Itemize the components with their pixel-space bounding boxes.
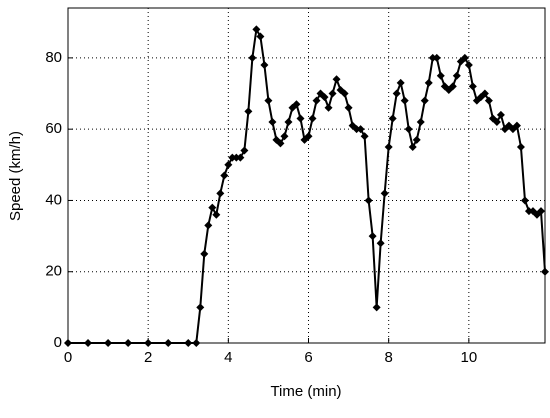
x-tick-label: 2 <box>144 349 152 366</box>
data-point <box>296 114 305 123</box>
y-tick-label: 60 <box>45 120 62 137</box>
data-point <box>352 125 361 134</box>
data-point <box>484 96 493 105</box>
y-tick-label: 20 <box>45 263 62 280</box>
data-point <box>388 114 397 123</box>
data-point <box>248 53 257 62</box>
data-point <box>416 118 425 127</box>
data-point <box>220 171 229 180</box>
data-point <box>192 339 201 347</box>
data-point <box>372 303 381 312</box>
data-point <box>276 139 285 148</box>
data-point <box>368 232 377 241</box>
x-axis-label: Time (min) <box>270 383 341 400</box>
data-point <box>376 239 385 248</box>
data-point <box>432 53 441 62</box>
data-point <box>340 89 349 98</box>
data-point <box>536 207 545 216</box>
data-point <box>324 103 333 112</box>
data-point <box>332 75 341 84</box>
data-point <box>520 196 529 205</box>
series-line <box>68 26 546 344</box>
data-point <box>280 132 289 141</box>
data-point <box>228 153 237 162</box>
data-point <box>408 142 417 151</box>
data-point <box>84 339 93 347</box>
data-point <box>204 221 213 230</box>
y-tick-label: 40 <box>45 191 62 208</box>
data-point <box>124 339 133 347</box>
data-point <box>384 142 393 151</box>
x-tick-label: 4 <box>224 349 232 366</box>
data-point <box>344 103 353 112</box>
data-point <box>312 96 321 105</box>
data-point <box>524 207 533 216</box>
data-point <box>144 339 153 347</box>
data-point <box>308 114 317 123</box>
data-point <box>64 339 72 347</box>
data-point <box>452 71 461 80</box>
data-point <box>464 61 473 70</box>
data-point <box>364 196 373 205</box>
data-point <box>268 118 277 127</box>
y-axis-label: Speed (km/h) <box>7 131 24 221</box>
x-tick-label: 10 <box>460 349 477 366</box>
data-point <box>492 118 501 127</box>
data-point <box>512 121 521 130</box>
data-point <box>356 125 365 134</box>
data-point <box>304 132 313 141</box>
data-point <box>264 96 273 105</box>
data-point <box>380 189 389 198</box>
data-point <box>420 96 429 105</box>
data-point <box>208 203 217 212</box>
data-point <box>244 107 253 116</box>
x-tick-label: 8 <box>385 349 393 366</box>
x-tick-label: 0 <box>64 349 72 366</box>
data-point <box>184 339 193 347</box>
data-point <box>541 267 549 276</box>
data-point <box>460 53 469 62</box>
data-point <box>396 78 405 87</box>
data-point <box>240 146 249 155</box>
plot-frame <box>67 7 546 344</box>
data-point <box>516 142 525 151</box>
data-point <box>236 153 245 162</box>
data-point <box>292 100 301 109</box>
data-point <box>232 153 241 162</box>
data-point <box>284 118 293 127</box>
data-point <box>392 89 401 98</box>
data-point <box>164 339 173 347</box>
data-point <box>104 339 113 347</box>
data-point <box>468 82 477 91</box>
data-point <box>424 78 433 87</box>
x-tick-label: 6 <box>304 349 312 366</box>
data-point <box>252 25 261 34</box>
data-point <box>224 160 233 169</box>
data-point <box>256 32 265 41</box>
data-point <box>320 93 329 102</box>
data-point <box>200 249 209 258</box>
data-point <box>496 110 505 119</box>
data-point <box>212 210 221 219</box>
data-point <box>404 125 413 134</box>
data-point <box>412 135 421 144</box>
data-point <box>260 61 269 70</box>
data-point <box>436 71 445 80</box>
data-point <box>480 89 489 98</box>
data-point <box>360 132 369 141</box>
data-point <box>428 53 437 62</box>
data-point <box>328 89 337 98</box>
y-tick-label: 80 <box>45 49 62 66</box>
data-point <box>448 82 457 91</box>
data-point <box>400 96 409 105</box>
data-point <box>196 303 205 312</box>
y-tick-label: 0 <box>54 334 62 351</box>
data-point <box>216 189 225 198</box>
